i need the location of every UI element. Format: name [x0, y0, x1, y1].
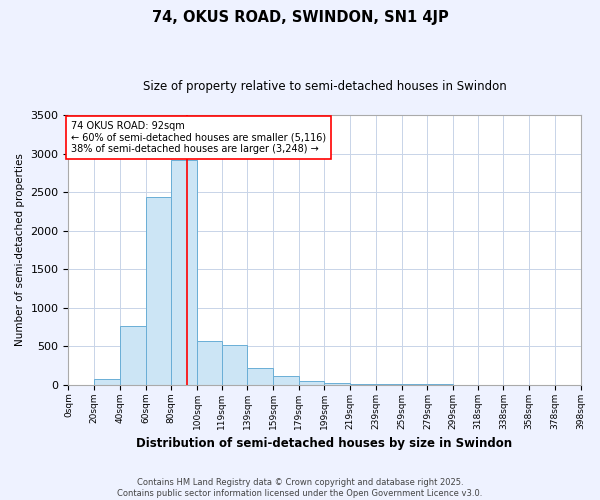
Bar [299, 381, 325, 384]
Bar [197, 340, 221, 384]
X-axis label: Distribution of semi-detached houses by size in Swindon: Distribution of semi-detached houses by … [136, 437, 512, 450]
Bar [172, 160, 197, 384]
Bar [247, 368, 273, 384]
Text: 74, OKUS ROAD, SWINDON, SN1 4JP: 74, OKUS ROAD, SWINDON, SN1 4JP [152, 10, 448, 25]
Bar [146, 198, 172, 384]
Text: Contains HM Land Registry data © Crown copyright and database right 2025.
Contai: Contains HM Land Registry data © Crown c… [118, 478, 482, 498]
Bar [221, 346, 247, 385]
Title: Size of property relative to semi-detached houses in Swindon: Size of property relative to semi-detach… [143, 80, 506, 93]
Text: 74 OKUS ROAD: 92sqm
← 60% of semi-detached houses are smaller (5,116)
38% of sem: 74 OKUS ROAD: 92sqm ← 60% of semi-detach… [71, 121, 326, 154]
Bar [120, 326, 146, 384]
Bar [273, 376, 299, 384]
Bar [325, 383, 350, 384]
Y-axis label: Number of semi-detached properties: Number of semi-detached properties [15, 154, 25, 346]
Bar [94, 380, 120, 384]
